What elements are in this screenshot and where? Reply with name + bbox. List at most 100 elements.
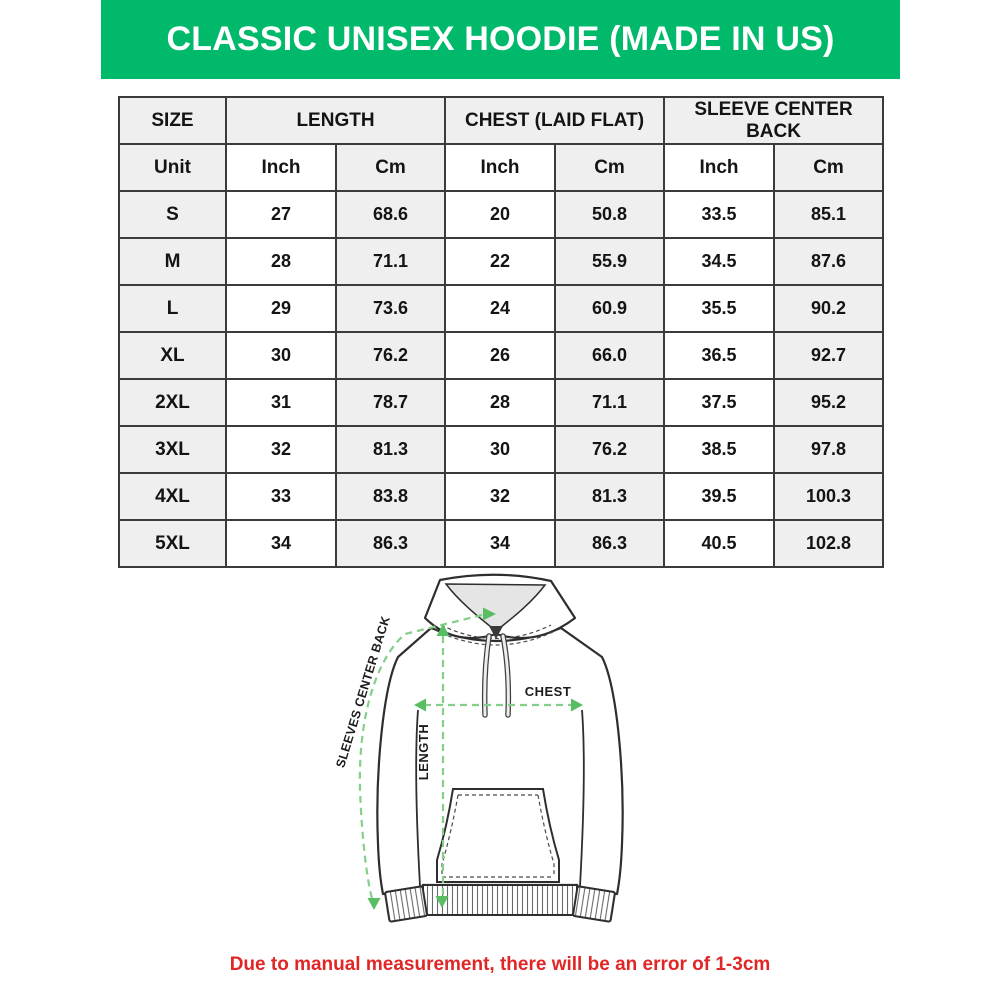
unit-label: Unit [118,143,227,192]
value-cell: 37.5 [663,378,776,427]
value-cell: 86.3 [554,519,666,568]
chest-label: CHEST [525,684,572,699]
value-cell: 87.6 [773,237,885,286]
value-cell: 68.6 [334,190,447,239]
value-cell: 35.5 [663,284,776,333]
size-cell: 2XL [118,378,227,427]
page-title: CLASSIC UNISEX HOODIE (MADE IN US) [166,20,835,58]
table-row: XL 30 76.2 26 66.0 36.5 92.7 [118,331,885,380]
pocket-stitching [441,794,555,878]
value-cell: 76.2 [554,425,666,474]
value-cell: 92.7 [773,331,885,380]
measurement-note: Due to manual measurement, there will be… [229,954,771,975]
value-cell: 29 [225,284,337,333]
value-cell: 95.2 [773,378,885,427]
table-row: L 29 73.6 24 60.9 35.5 90.2 [118,284,885,333]
value-cell: 85.1 [773,190,885,239]
unit-inch: Inch [663,143,776,192]
unit-cm: Cm [554,143,666,192]
value-cell: 33.5 [663,190,776,239]
value-cell: 100.3 [773,472,885,521]
unit-cm: Cm [334,143,447,192]
col-header-sleeve: SLEEVE CENTER BACK [663,96,885,145]
measurement-lines [358,613,573,903]
col-header-chest: CHEST (LAID FLAT) [444,96,666,145]
value-cell: 30 [225,331,337,380]
value-cell: 55.9 [554,237,666,286]
value-cell: 31 [225,378,337,427]
table-row: M 28 71.1 22 55.9 34.5 87.6 [118,237,885,286]
value-cell: 90.2 [773,284,885,333]
size-chart-table: SIZE LENGTH CHEST (LAID FLAT) SLEEVE CEN… [118,96,885,568]
table-row: S 27 68.6 20 50.8 33.5 85.1 [118,190,885,239]
value-cell: 34.5 [663,237,776,286]
size-cell: L [118,284,227,333]
unit-inch: Inch [225,143,337,192]
value-cell: 36.5 [663,331,776,380]
table-row: 2XL 31 78.7 28 71.1 37.5 95.2 [118,378,885,427]
value-cell: 66.0 [554,331,666,380]
title-banner: CLASSIC UNISEX HOODIE (MADE IN US) [101,0,900,79]
value-cell: 40.5 [663,519,776,568]
unit-header-row: Unit Inch Cm Inch Cm Inch Cm [118,143,885,192]
table-row: 5XL 34 86.3 34 86.3 40.5 102.8 [118,519,885,568]
value-cell: 26 [444,331,557,380]
value-cell: 38.5 [663,425,776,474]
value-cell: 71.1 [554,378,666,427]
left-sleeve-seam [415,709,421,887]
collar-v-notch [489,626,503,639]
value-cell: 34 [444,519,557,568]
chest-arrow-left [414,698,426,712]
right-sleeve-seam [579,709,585,887]
unit-cm: Cm [773,143,885,192]
length-arrow-top [436,624,450,636]
col-header-length: LENGTH [224,96,447,145]
value-cell: 76.2 [334,331,447,380]
value-cell: 81.3 [334,425,447,474]
value-cell: 33 [225,472,337,521]
value-cell: 28 [225,237,337,286]
table-row: 3XL 32 81.3 30 76.2 38.5 97.8 [118,425,885,474]
value-cell: 81.3 [554,472,666,521]
left-cuff [384,885,428,923]
size-cell: M [118,237,227,286]
col-header-size: SIZE [118,96,227,145]
right-cuff [572,885,616,923]
value-cell: 30 [444,425,557,474]
sleeve-measure-line [358,613,483,903]
length-label: LENGTH [416,724,431,780]
hoodie-measurement-diagram: SLEEVES CENTER BACK LENGTH CHEST [333,573,624,923]
value-cell: 102.8 [773,519,885,568]
value-cell: 97.8 [773,425,885,474]
sleeve-arrow-cuff [367,898,381,910]
value-cell: 24 [444,284,557,333]
value-cell: 32 [225,425,337,474]
size-cell: S [118,190,227,239]
value-cell: 50.8 [554,190,666,239]
value-cell: 27 [225,190,337,239]
table-row: 4XL 33 83.8 32 81.3 39.5 100.3 [118,472,885,521]
size-cell: 3XL [118,425,227,474]
value-cell: 34 [225,519,337,568]
length-arrow-bottom [435,896,449,908]
group-header-row: SIZE LENGTH CHEST (LAID FLAT) SLEEVE CEN… [118,96,885,145]
value-cell: 73.6 [334,284,447,333]
size-cell: XL [118,331,227,380]
value-cell: 22 [444,237,557,286]
pocket [436,788,560,883]
value-cell: 71.1 [334,237,447,286]
size-cell: 5XL [118,519,227,568]
value-cell: 83.8 [334,472,447,521]
value-cell: 32 [444,472,557,521]
measurement-arrowheads [367,607,583,910]
size-cell: 4XL [118,472,227,521]
value-cell: 78.7 [334,378,447,427]
value-cell: 20 [444,190,557,239]
chest-arrow-right [571,698,583,712]
value-cell: 60.9 [554,284,666,333]
value-cell: 86.3 [334,519,447,568]
unit-inch: Inch [444,143,557,192]
drawstrings [481,633,512,718]
value-cell: 28 [444,378,557,427]
value-cell: 39.5 [663,472,776,521]
